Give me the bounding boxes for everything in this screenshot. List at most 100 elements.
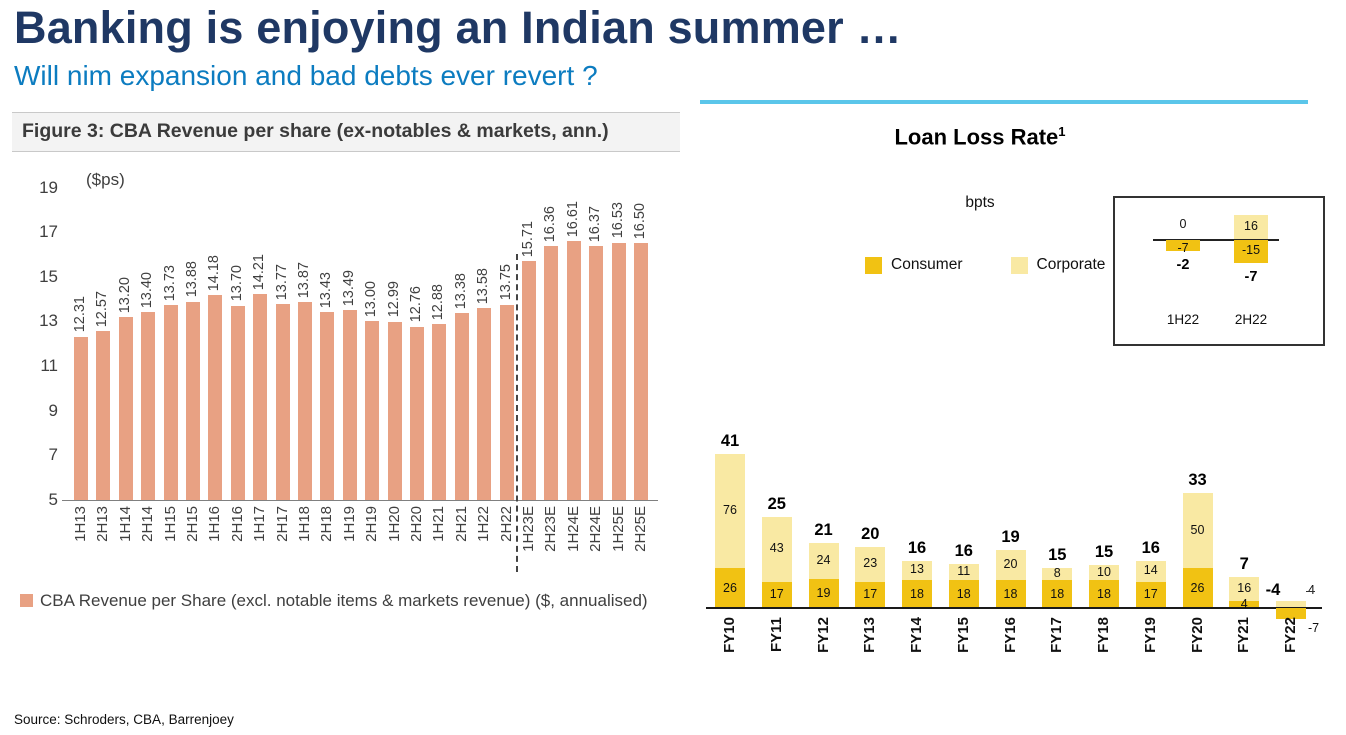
x-axis-label: 2H18 (318, 505, 336, 542)
revenue-bar (634, 243, 648, 500)
consumer-value-label: -7 (1308, 620, 1320, 635)
corporate-bar (948, 563, 979, 580)
bar-value-label: 12.57 (94, 290, 111, 327)
corporate-value-label: 13 (910, 562, 924, 577)
loan-loss-legend: Consumer Corporate (865, 256, 1105, 274)
consumer-value-label: 17 (1143, 587, 1158, 602)
consumer-swatch (865, 256, 882, 274)
total-label: 16 (1141, 538, 1160, 557)
bar-value-label: 12.88 (430, 283, 447, 321)
inset-total-label: -2 (1176, 256, 1190, 273)
inset-corporate-value: 16 (1244, 219, 1258, 233)
forecast-divider-line (516, 253, 518, 572)
x-axis-label: FY20 (1188, 617, 1206, 653)
bar-value-label: 14.18 (206, 254, 223, 292)
inset-category-label: 1H22 (1166, 312, 1200, 327)
x-axis-label: FY15 (954, 617, 972, 653)
consumer-value-label: 19 (816, 585, 831, 600)
bar-value-label: 16.37 (587, 205, 604, 243)
corporate-bar (1089, 565, 1119, 580)
x-axis-label: 1H17 (251, 505, 269, 542)
revenue-bar (566, 240, 581, 500)
chart-title-text: Loan Loss Rate (894, 124, 1059, 150)
revenue-bar (410, 326, 424, 500)
x-axis-line (706, 607, 1322, 609)
x-axis-label: FY19 (1141, 617, 1159, 653)
revenue-legend-swatch (20, 593, 33, 607)
x-axis-label: 2H14 (139, 505, 157, 542)
consumer-value-label: 17 (863, 587, 878, 602)
revenue-bar (275, 304, 290, 500)
corporate-bar (1276, 601, 1306, 607)
label-leader-line (1306, 591, 1315, 592)
slide-title: Banking is enjoying an Indian summer … (14, 2, 902, 53)
x-axis-label: 2H15 (184, 505, 201, 542)
consumer-value-label: 4 (1240, 597, 1248, 611)
bar-value-label: 13.75 (497, 264, 514, 301)
x-axis-label: 2H21 (452, 505, 470, 542)
inset-category-label: 2H22 (1234, 312, 1268, 327)
x-axis-label: FY11 (767, 617, 785, 653)
consumer-legend-label: Consumer (891, 256, 963, 273)
bar-value-label: 16.50 (632, 203, 648, 240)
bar-value-label: 12.99 (385, 281, 402, 318)
corporate-value-label: 8 (1053, 566, 1061, 580)
corporate-value-label: 50 (1190, 522, 1205, 537)
inset-consumer-bar (1234, 240, 1268, 263)
legend-item-consumer: Consumer (865, 256, 963, 274)
consumer-bar (715, 568, 745, 607)
x-axis-label: 1H19 (340, 505, 358, 542)
revenue-bar (432, 324, 447, 500)
half-year-inset-box: 0 -7 -2 1H22 16 -15 -7 2H22 (1113, 196, 1325, 346)
total-label: 15 (1094, 543, 1114, 561)
y-axis-tick: 5 (48, 489, 58, 509)
x-axis-label: 1H22 (475, 505, 493, 542)
y-axis-tick: 11 (40, 355, 58, 375)
consumer-bar (995, 580, 1026, 607)
corporate-bar (761, 517, 792, 582)
cba-revenue-chart: Figure 3: CBA Revenue per share (ex-nota… (12, 112, 680, 612)
x-axis-label: FY12 (814, 617, 832, 653)
revenue-bar (118, 316, 133, 500)
consumer-value-label: 26 (1190, 580, 1205, 595)
inset-consumer-value: -15 (1241, 243, 1261, 258)
corporate-bar (902, 560, 932, 580)
revenue-bar (253, 294, 268, 500)
corporate-value-label: 10 (1097, 564, 1111, 579)
x-axis-label: FY22 (1282, 617, 1299, 653)
bar-value-label: 13.58 (475, 268, 492, 305)
revenue-bar (454, 312, 469, 500)
slide-subtitle: Will nim expansion and bad debts ever re… (14, 60, 598, 91)
total-label: -4 (1265, 581, 1281, 599)
x-axis-label: 1H24E (564, 505, 582, 552)
consumer-bar (1276, 608, 1306, 619)
corporate-value-label: 4 (1308, 583, 1315, 597)
y-axis-tick: 17 (39, 222, 58, 242)
source-note: Source: Schroders, CBA, Barrenjoey (14, 712, 234, 727)
x-axis-label: 2H13 (94, 505, 112, 542)
revenue-bar (320, 311, 335, 500)
corporate-value-label: 11 (957, 563, 971, 578)
bar-value-label: 12.31 (72, 296, 88, 333)
consumer-value-label: 18 (1097, 586, 1111, 601)
corporate-value-label: 43 (769, 541, 784, 556)
x-axis-label: 2H19 (363, 505, 381, 542)
x-axis-label: 2H23E (542, 505, 560, 552)
inset-consumer-bar (1166, 240, 1200, 251)
consumer-value-label: 18 (1050, 586, 1065, 601)
revenue-bar (611, 242, 626, 500)
y-axis-tick: 9 (48, 400, 58, 420)
x-axis-label: FY16 (1001, 617, 1019, 653)
total-label: 41 (720, 432, 740, 450)
consumer-bar (1042, 580, 1073, 607)
revenue-bar (186, 301, 200, 500)
revenue-bar (589, 246, 604, 500)
consumer-bar (948, 580, 979, 607)
y-axis-tick: 7 (48, 445, 58, 465)
bar-value-label: 13.73 (161, 264, 178, 302)
x-axis-label: 2H24E (587, 505, 605, 552)
bar-value-label: 13.40 (139, 272, 156, 309)
corporate-value-label: 23 (863, 556, 878, 571)
consumer-value-label: 18 (910, 586, 924, 601)
